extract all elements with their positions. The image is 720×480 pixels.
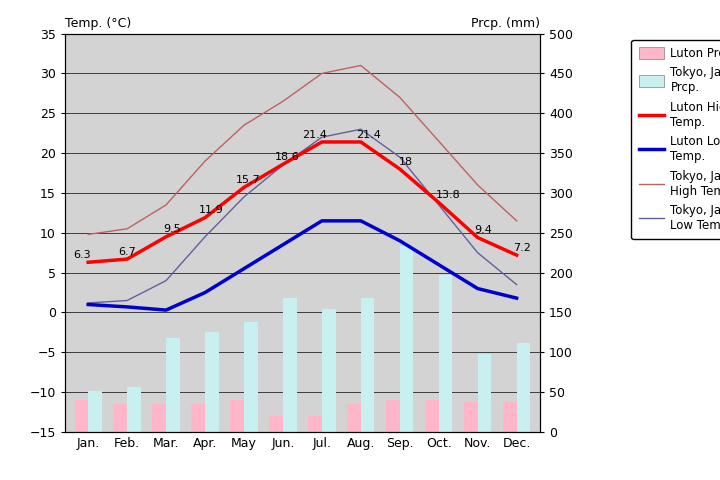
- Text: 18.6: 18.6: [274, 152, 300, 162]
- Text: 11.9: 11.9: [199, 205, 223, 215]
- Text: 9.5: 9.5: [163, 224, 181, 234]
- Text: 21.4: 21.4: [356, 130, 381, 140]
- Bar: [114, 404, 127, 432]
- Bar: [517, 343, 530, 432]
- Bar: [153, 404, 166, 432]
- Bar: [205, 333, 219, 432]
- Bar: [308, 416, 322, 432]
- Bar: [88, 391, 102, 432]
- Bar: [438, 275, 452, 432]
- Bar: [322, 309, 336, 432]
- Legend: Luton Prcp., Tokyo, Japan
Prcp., Luton High
Temp., Luton Low
Temp., Tokyo, Japan: Luton Prcp., Tokyo, Japan Prcp., Luton H…: [631, 39, 720, 239]
- Bar: [503, 402, 517, 432]
- Bar: [244, 322, 258, 432]
- Bar: [230, 400, 244, 432]
- Bar: [400, 246, 413, 432]
- Bar: [386, 400, 400, 432]
- Text: Temp. (°C): Temp. (°C): [65, 17, 131, 30]
- Text: 9.4: 9.4: [474, 225, 492, 235]
- Bar: [166, 338, 180, 432]
- Text: 18: 18: [399, 156, 413, 167]
- Bar: [127, 387, 140, 432]
- Bar: [425, 400, 438, 432]
- Bar: [347, 404, 361, 432]
- Text: 21.4: 21.4: [302, 130, 327, 140]
- Text: 6.7: 6.7: [118, 247, 136, 257]
- Bar: [269, 416, 283, 432]
- Bar: [477, 354, 491, 432]
- Text: Prcp. (mm): Prcp. (mm): [471, 17, 540, 30]
- Text: 7.2: 7.2: [513, 243, 531, 253]
- Bar: [361, 298, 374, 432]
- Bar: [75, 400, 88, 432]
- Text: 13.8: 13.8: [436, 190, 461, 200]
- Text: 6.3: 6.3: [73, 250, 91, 260]
- Bar: [283, 298, 297, 432]
- Bar: [464, 402, 477, 432]
- Text: 15.7: 15.7: [235, 175, 260, 185]
- Bar: [192, 404, 205, 432]
